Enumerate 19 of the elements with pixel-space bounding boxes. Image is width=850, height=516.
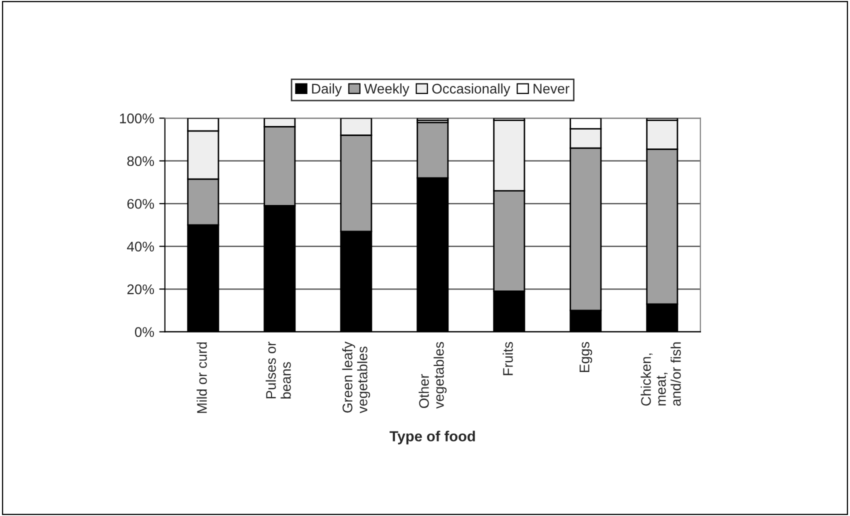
- x-tick-label: Green leafy vegetables: [342, 342, 370, 414]
- x-tick-label: Eggs: [580, 342, 592, 372]
- y-tick-label: 60%: [127, 198, 154, 209]
- y-tick-label: 40%: [127, 242, 154, 252]
- legend-label: Occasionally: [432, 83, 510, 96]
- x-tick-label: Chicken, meat, and/or fish: [640, 342, 681, 406]
- x-tick-label: Mild or curd: [196, 342, 207, 413]
- legend-label: Daily: [312, 83, 342, 96]
- x-axis-title: Type of food: [390, 430, 475, 444]
- x-tick-label: Other vegetables: [418, 342, 447, 409]
- y-tick-label: 0%: [134, 327, 154, 337]
- legend-label: Weekly: [364, 83, 410, 96]
- legend-label: Never: [534, 84, 570, 94]
- y-tick-label: 20%: [127, 284, 154, 294]
- y-tick-label: 80%: [127, 156, 154, 166]
- x-tick-label: Pulses or beans: [266, 342, 291, 399]
- bar: [416, 118, 449, 121]
- y-tick-label: 100%: [120, 114, 154, 124]
- x-tick-label: Fruits: [502, 342, 513, 376]
